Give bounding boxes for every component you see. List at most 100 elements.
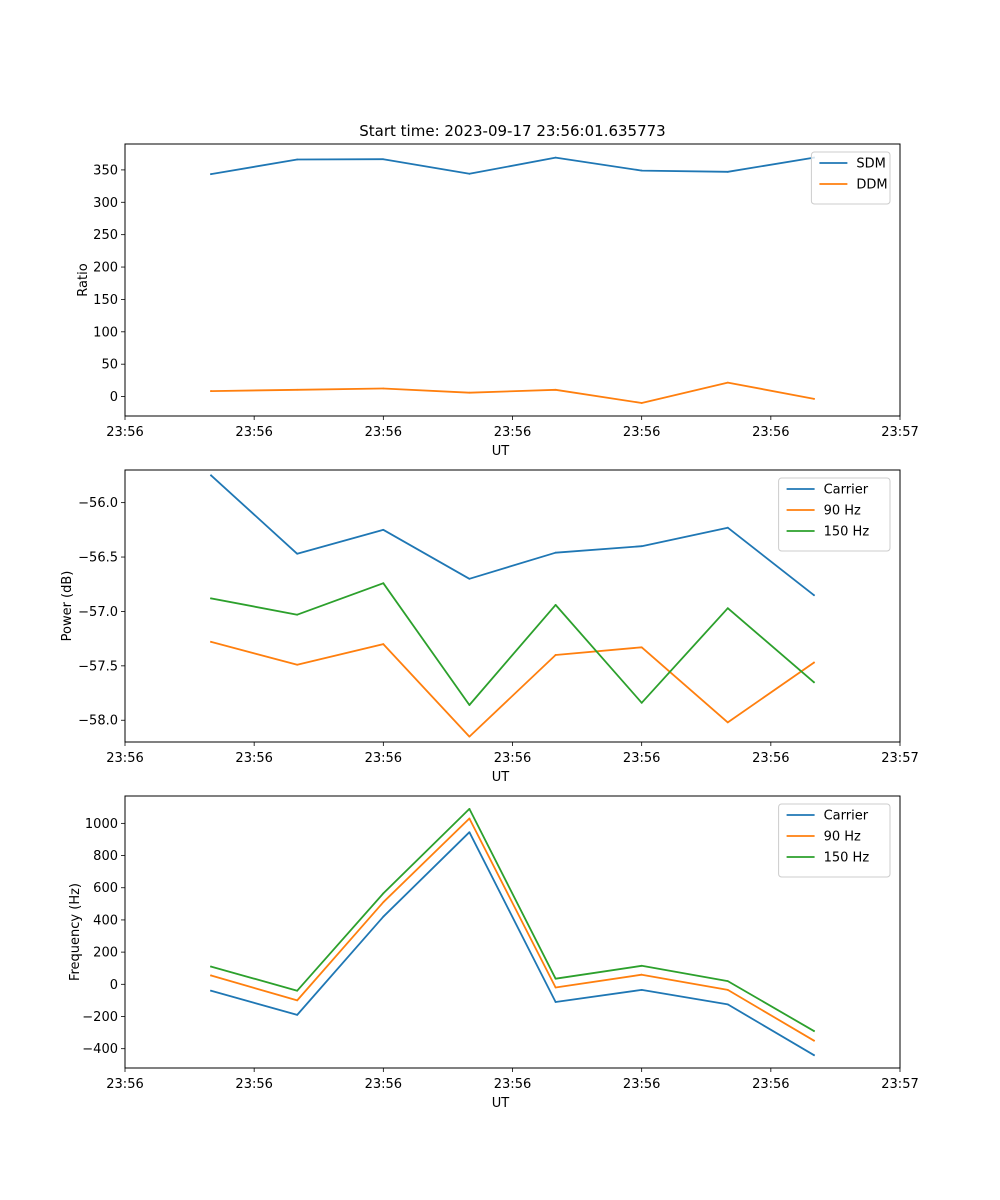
ratio-y-tick-label: 300	[93, 196, 118, 211]
frequency-y-tick-label: 1000	[85, 817, 118, 832]
power-series-carrier-line	[209, 474, 816, 597]
frequency-data-point	[726, 980, 729, 982]
frequency-data-point	[296, 989, 299, 992]
frequency-data-point	[554, 1001, 557, 1003]
power-data-point	[640, 545, 643, 548]
power-legend-label: 150 Hz	[824, 525, 870, 540]
ratio-data-point	[468, 172, 471, 175]
ratio-series-ddm-line	[210, 381, 815, 404]
frequency-data-point	[554, 977, 557, 980]
frequency-data-point	[382, 892, 385, 895]
ratio-data-point	[296, 158, 299, 161]
frequency-data-point	[382, 915, 385, 918]
frequency-series-carrier-line	[209, 831, 816, 1057]
ratio-data-point	[812, 397, 815, 400]
power-x-tick-label: 23:56	[365, 751, 402, 766]
frequency-y-tick-label: 800	[93, 849, 118, 864]
power-data-point	[554, 654, 557, 656]
power-x-axis-label: UT	[492, 770, 510, 785]
ratio-data-point	[554, 156, 557, 159]
ratio-x-tick-label: 23:56	[623, 425, 660, 440]
ratio-y-tick-label: 200	[93, 261, 118, 276]
frequency-x-tick-label: 23:57	[881, 1077, 918, 1092]
frequency-x-tick-label: 23:56	[365, 1077, 402, 1092]
power-data-point	[726, 607, 729, 610]
ratio-data-point	[640, 169, 643, 172]
power-data-point	[210, 474, 213, 477]
ratio-data-point	[382, 158, 385, 161]
ratio-y-tick-label: 350	[93, 163, 118, 178]
frequency-series-90-hz-line	[209, 817, 816, 1042]
ratio-x-tick-label: 23:56	[752, 425, 789, 440]
power-data-point	[382, 528, 385, 531]
power-x-tick-label: 23:56	[752, 751, 789, 766]
frequency-y-tick-label: −200	[82, 1010, 118, 1025]
power-data-point	[812, 681, 815, 684]
frequency-legend-box	[778, 803, 891, 878]
frequency-y-tick-label: 400	[93, 913, 118, 928]
frequency-panel: 23:56 23:56 23:56 23:56 23:56 23:56 23:57 −400 −…	[68, 795, 919, 1111]
power-y-tick-label: −57.5	[78, 659, 118, 674]
power-data-point	[726, 526, 729, 529]
power-legend-label: 90 Hz	[824, 504, 861, 519]
ratio-data-point	[554, 388, 557, 391]
frequency-y-tick-label: −400	[82, 1042, 118, 1057]
frequency-data-point	[640, 973, 643, 976]
ratio-y-tick-label: 150	[93, 293, 118, 308]
ratio-x-tick-label: 23:56	[494, 425, 531, 440]
power-y-tick-label: −56.5	[78, 551, 118, 566]
ratio-y-tick-label: 250	[93, 228, 118, 243]
frequency-y-tick-label: 200	[93, 946, 118, 961]
ratio-x-axis-label: UT	[492, 444, 510, 459]
power-data-point	[554, 551, 557, 554]
ratio-data-point	[726, 381, 729, 384]
ratio-data-point	[210, 390, 213, 392]
power-legend-box	[778, 477, 891, 552]
ratio-legend-label: SDM	[856, 157, 885, 172]
power-legend: Carrier 90 Hz 150 Hz	[778, 477, 891, 552]
power-x-tick-label: 23:57	[881, 751, 918, 766]
frequency-x-tick-label: 23:56	[235, 1077, 272, 1092]
frequency-data-point	[296, 1013, 299, 1016]
power-data-point	[296, 552, 299, 555]
power-data-point	[296, 613, 299, 616]
frequency-data-point	[210, 989, 213, 992]
frequency-data-point	[726, 989, 729, 991]
frequency-y-tick-label: 0	[110, 978, 118, 993]
power-data-point	[468, 735, 471, 738]
frequency-data-point	[468, 807, 471, 810]
power-y-tick-label: −56.0	[78, 496, 118, 511]
power-y-tick-label: −58.0	[78, 714, 118, 729]
power-data-point	[210, 597, 213, 600]
ratio-x-tick-label: 23:56	[106, 425, 143, 440]
frequency-series-150-hz-line	[209, 808, 816, 1033]
frequency-y-axis-label: Frequency (Hz)	[68, 883, 83, 981]
frequency-data-point	[554, 986, 557, 989]
frequency-data-point	[812, 1054, 815, 1057]
frequency-legend-label: 150 Hz	[824, 851, 870, 866]
power-series-150-hz-line	[210, 582, 816, 706]
frequency-y-tick-label: 600	[93, 881, 118, 896]
frequency-data-point	[210, 965, 213, 968]
power-data-point	[382, 582, 385, 585]
ratio-x-tick-label: 23:56	[235, 425, 272, 440]
ratio-legend-label: DDM	[856, 178, 887, 193]
frequency-x-tick-label: 23:56	[494, 1077, 531, 1092]
ratio-x-tick-label: 23:56	[365, 425, 402, 440]
ratio-y-axis-label: Ratio	[76, 263, 91, 296]
power-data-point	[468, 577, 471, 580]
frequency-x-axis-label: UT	[492, 1096, 510, 1111]
ratio-y-tick-label: 0	[110, 390, 118, 405]
power-panel: 23:56 23:56 23:56 23:56 23:56 23:56 23:57 −58.0…	[60, 469, 919, 785]
power-y-axis-label: Power (dB)	[60, 571, 75, 642]
power-x-tick-label: 23:56	[235, 751, 272, 766]
power-x-tick-label: 23:56	[623, 751, 660, 766]
frequency-x-tick-label: 23:56	[106, 1077, 143, 1092]
power-data-point	[210, 641, 213, 643]
power-data-point	[726, 721, 729, 724]
power-series-90-hz-line	[209, 640, 816, 738]
frequency-data-point	[468, 817, 471, 820]
power-data-point	[296, 663, 299, 666]
power-data-point	[812, 661, 815, 664]
ratio-y-tick-label: 50	[101, 358, 118, 373]
